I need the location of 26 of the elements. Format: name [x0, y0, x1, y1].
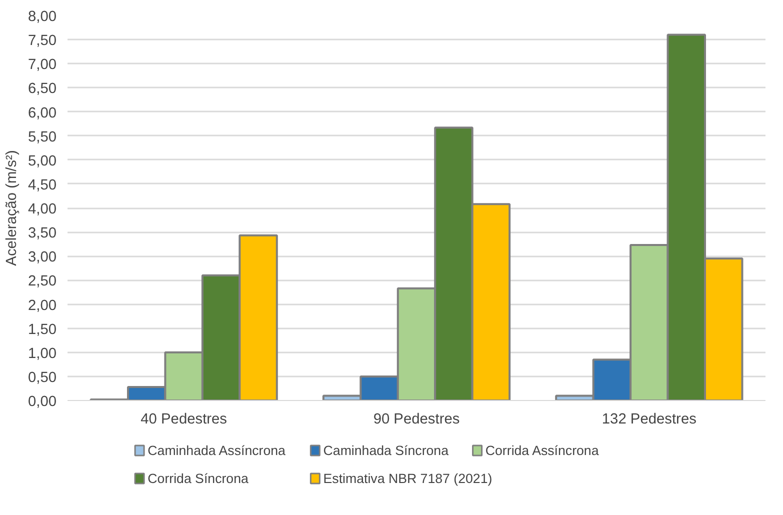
y-tick-label: 0,00 [28, 394, 57, 410]
y-tick-label: 1,00 [28, 346, 57, 362]
legend-label: Corrida Síncrona [148, 471, 249, 486]
y-tick-label: 5,50 [28, 129, 57, 146]
y-tick-label: 5,00 [28, 153, 57, 170]
y-tick-label: 4,00 [28, 202, 57, 218]
y-tick-label: 6,00 [28, 105, 57, 122]
y-tick-label: 0,50 [28, 370, 57, 386]
y-tick-label: 4,50 [28, 177, 57, 194]
x-tick-label: 132 Pedestres [602, 412, 696, 428]
y-tick-label: 2,00 [28, 298, 57, 314]
legend-label: Caminhada Assíncrona [148, 443, 286, 458]
y-tick-label: 3,50 [28, 226, 57, 242]
x-tick-label: 40 Pedestres [140, 412, 228, 428]
y-tick-label: 2,50 [28, 274, 57, 290]
y-tick-label: 1,50 [28, 322, 57, 338]
x-tick-label: 90 Pedestres [373, 412, 460, 428]
y-tick-label: 6,50 [28, 81, 57, 98]
y-tick-label: 3,00 [28, 250, 57, 266]
legend-label: Estimativa NBR 7187 (2021) [323, 471, 492, 486]
legend-label: Caminhada Síncrona [323, 443, 450, 458]
y-tick-label: 8,00 [28, 9, 57, 25]
y-axis-title: Aceleração (m/s²) [4, 150, 20, 266]
y-tick-label: 7,50 [28, 33, 57, 50]
y-tick-label: 7,00 [28, 57, 57, 74]
legend-label: Corrida Assíncrona [485, 443, 600, 458]
